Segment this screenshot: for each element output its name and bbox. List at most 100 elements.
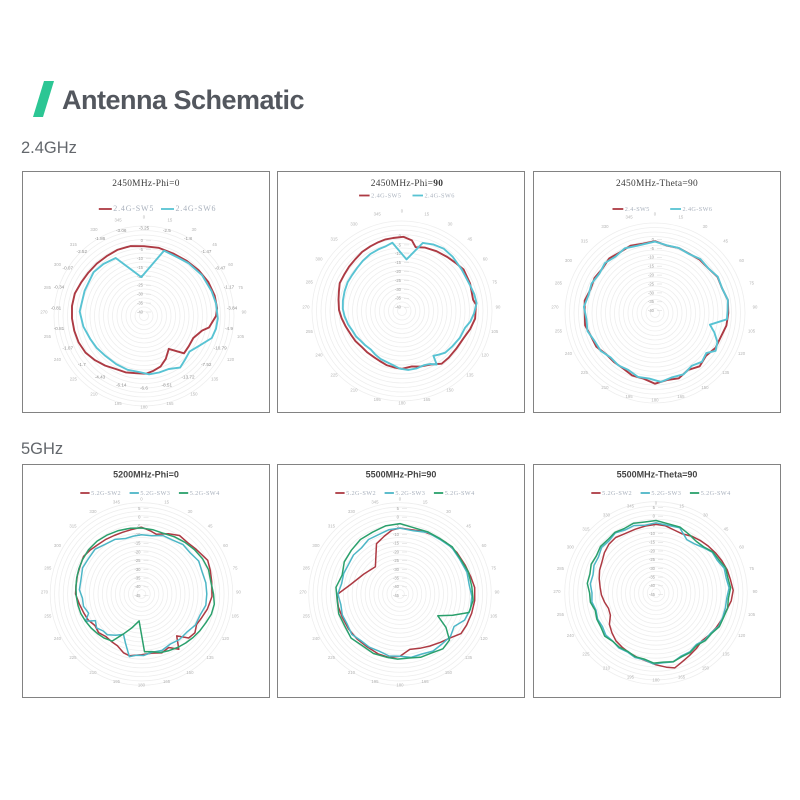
svg-text:0: 0 — [399, 233, 402, 238]
svg-text:180: 180 — [652, 677, 660, 682]
svg-text:180: 180 — [140, 404, 148, 409]
svg-text:-35: -35 — [395, 296, 402, 301]
svg-text:135: 135 — [211, 377, 219, 382]
svg-text:195: 195 — [115, 401, 123, 406]
svg-text:330: 330 — [601, 224, 609, 229]
svg-text:150: 150 — [446, 388, 454, 393]
svg-text:165: 165 — [677, 394, 685, 399]
svg-text:165: 165 — [166, 401, 174, 406]
svg-text:-25: -25 — [134, 558, 141, 563]
svg-text:-0.81: -0.81 — [54, 326, 65, 331]
svg-text:-20: -20 — [648, 273, 655, 278]
svg-text:195: 195 — [113, 679, 121, 684]
svg-text:-10: -10 — [137, 256, 144, 261]
svg-text:195: 195 — [371, 679, 379, 684]
svg-text:-7.52: -7.52 — [201, 362, 212, 367]
svg-text:150: 150 — [701, 385, 709, 390]
svg-text:-2.5: -2.5 — [163, 228, 171, 233]
svg-text:2450MHz-Phi=90: 2450MHz-Phi=90 — [371, 179, 444, 189]
svg-text:270: 270 — [553, 589, 561, 594]
svg-text:330: 330 — [348, 509, 356, 514]
svg-text:-1.17: -1.17 — [224, 285, 235, 290]
svg-text:2.4-SW5: 2.4-SW5 — [625, 206, 650, 213]
svg-text:-40: -40 — [648, 308, 655, 313]
svg-text:180: 180 — [138, 682, 146, 687]
svg-text:315: 315 — [70, 242, 78, 247]
svg-text:150: 150 — [702, 666, 710, 671]
svg-text:300: 300 — [315, 256, 323, 261]
svg-text:2.4G-SW6: 2.4G-SW6 — [683, 206, 713, 213]
svg-text:90: 90 — [496, 304, 501, 309]
svg-text:2.4G-SW5: 2.4G-SW5 — [113, 204, 154, 213]
svg-text:90: 90 — [242, 309, 247, 314]
svg-text:105: 105 — [748, 612, 756, 617]
svg-text:0: 0 — [141, 238, 144, 243]
svg-text:-15: -15 — [393, 541, 400, 546]
svg-text:285: 285 — [44, 285, 52, 290]
svg-text:270: 270 — [302, 304, 310, 309]
svg-text:225: 225 — [582, 652, 590, 657]
svg-text:2.4G-SW6: 2.4G-SW6 — [425, 193, 455, 200]
svg-text:-15: -15 — [395, 260, 402, 265]
svg-text:15: 15 — [679, 215, 684, 220]
svg-text:5.2G-SW3: 5.2G-SW3 — [140, 490, 170, 497]
svg-text:105: 105 — [748, 329, 756, 334]
svg-text:-15: -15 — [134, 541, 141, 546]
svg-text:270: 270 — [551, 304, 559, 309]
svg-text:-10.79: -10.79 — [214, 345, 227, 350]
svg-text:150: 150 — [445, 670, 453, 675]
svg-text:2.4G-SW5: 2.4G-SW5 — [371, 193, 401, 200]
svg-text:-30: -30 — [393, 567, 400, 572]
svg-text:225: 225 — [331, 372, 339, 377]
svg-text:345: 345 — [371, 500, 379, 505]
svg-text:5500MHz-Phi=90: 5500MHz-Phi=90 — [366, 470, 437, 480]
svg-text:30: 30 — [448, 221, 453, 226]
svg-text:-25: -25 — [137, 283, 144, 288]
svg-text:0: 0 — [140, 496, 143, 501]
svg-text:90: 90 — [236, 589, 241, 594]
svg-text:345: 345 — [115, 218, 123, 223]
svg-text:-35: -35 — [649, 575, 656, 580]
svg-text:5200MHz-Phi=0: 5200MHz-Phi=0 — [113, 470, 179, 480]
svg-text:210: 210 — [350, 388, 358, 393]
svg-text:120: 120 — [227, 357, 235, 362]
svg-text:-30: -30 — [137, 292, 144, 297]
svg-text:345: 345 — [113, 500, 121, 505]
svg-text:0: 0 — [401, 208, 404, 213]
svg-text:-30: -30 — [649, 566, 656, 571]
svg-text:255: 255 — [306, 329, 314, 334]
svg-text:75: 75 — [491, 565, 496, 570]
svg-text:-6.6: -6.6 — [140, 385, 148, 390]
svg-text:-40: -40 — [393, 584, 400, 589]
svg-text:-5: -5 — [137, 523, 141, 528]
svg-text:5.2G-SW3: 5.2G-SW3 — [651, 490, 681, 497]
svg-text:-13.72: -13.72 — [181, 375, 194, 380]
svg-text:-5: -5 — [395, 523, 399, 528]
svg-text:255: 255 — [44, 334, 52, 339]
svg-text:120: 120 — [738, 351, 746, 356]
svg-text:315: 315 — [582, 526, 590, 531]
svg-text:-30: -30 — [134, 567, 141, 572]
svg-text:105: 105 — [491, 329, 499, 334]
svg-text:45: 45 — [468, 237, 473, 242]
svg-text:285: 285 — [44, 565, 52, 570]
svg-text:-1.47: -1.47 — [201, 249, 212, 254]
svg-text:-0.07: -0.07 — [63, 265, 74, 270]
svg-text:105: 105 — [490, 614, 498, 619]
svg-text:330: 330 — [350, 221, 358, 226]
svg-text:180: 180 — [396, 682, 404, 687]
svg-text:60: 60 — [483, 256, 488, 261]
svg-text:210: 210 — [601, 385, 609, 390]
svg-text:165: 165 — [678, 674, 686, 679]
svg-text:15: 15 — [424, 212, 429, 217]
svg-text:2.4G-SW6: 2.4G-SW6 — [176, 204, 217, 213]
svg-text:255: 255 — [44, 614, 52, 619]
svg-text:-30: -30 — [395, 287, 402, 292]
svg-text:-3.84: -3.84 — [227, 305, 238, 310]
svg-text:30: 30 — [446, 509, 451, 514]
svg-text:-45: -45 — [393, 593, 400, 598]
svg-text:135: 135 — [207, 655, 215, 660]
svg-text:240: 240 — [312, 636, 320, 641]
svg-text:345: 345 — [627, 503, 635, 508]
svg-text:-35: -35 — [393, 576, 400, 581]
